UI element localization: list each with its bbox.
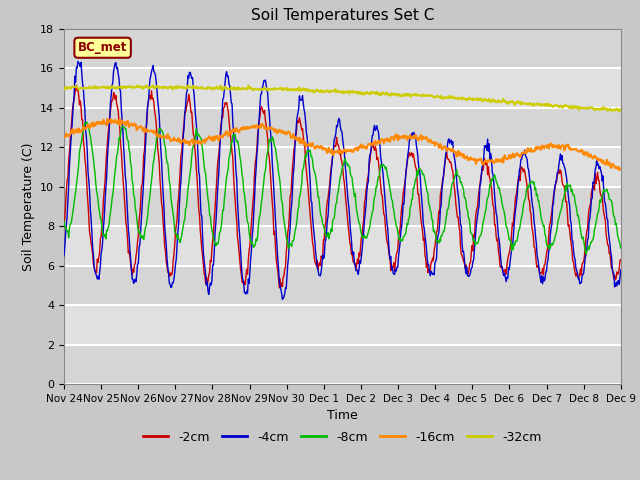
Title: Soil Temperatures Set C: Soil Temperatures Set C	[251, 9, 434, 24]
Text: BC_met: BC_met	[78, 41, 127, 54]
Bar	[64, 265, 621, 305]
Legend: -2cm, -4cm, -8cm, -16cm, -32cm: -2cm, -4cm, -8cm, -16cm, -32cm	[138, 426, 547, 449]
Bar	[64, 187, 621, 226]
Bar	[64, 108, 621, 147]
Y-axis label: Soil Temperature (C): Soil Temperature (C)	[22, 142, 35, 271]
X-axis label: Time: Time	[327, 409, 358, 422]
Bar	[64, 345, 621, 384]
Bar	[64, 29, 621, 68]
